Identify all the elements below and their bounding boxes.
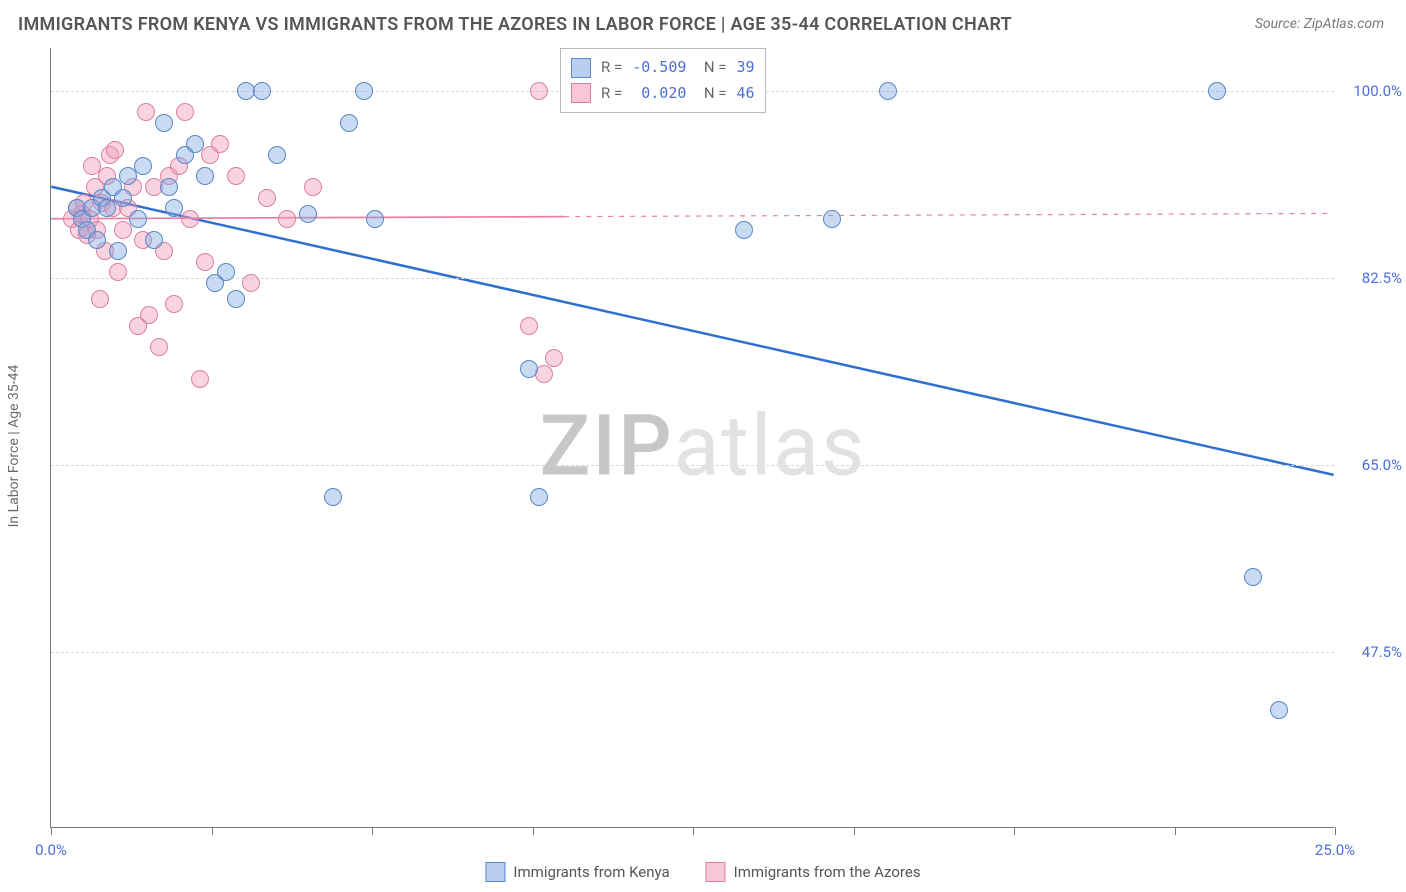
x-tick xyxy=(1175,827,1176,835)
scatter-point xyxy=(217,263,235,281)
scatter-point xyxy=(520,317,538,335)
scatter-point xyxy=(98,199,116,217)
scatter-point xyxy=(304,178,322,196)
gridline-horizontal xyxy=(51,652,1334,653)
legend-n-value: 39 xyxy=(737,55,755,81)
scatter-plot-area: 47.5%65.0%82.5%100.0%0.0%25.0% xyxy=(50,48,1334,828)
legend-r-value: 0.020 xyxy=(632,81,686,107)
scatter-point xyxy=(196,253,214,271)
legend-n-value: 46 xyxy=(737,81,755,107)
legend-row-kenya: R = -0.509 N = 39 xyxy=(571,55,755,81)
scatter-point xyxy=(227,167,245,185)
x-tick xyxy=(1335,827,1336,835)
scatter-point xyxy=(106,141,124,159)
legend-swatch-blue xyxy=(571,58,591,78)
scatter-point xyxy=(823,210,841,228)
scatter-point xyxy=(186,135,204,153)
scatter-point xyxy=(535,365,553,383)
legend-item-azores: Immigrants from the Azores xyxy=(706,862,921,882)
scatter-point xyxy=(196,167,214,185)
scatter-point xyxy=(176,103,194,121)
scatter-point xyxy=(119,167,137,185)
scatter-point xyxy=(160,178,178,196)
legend-stat-label: N = xyxy=(696,81,726,107)
scatter-point xyxy=(520,360,538,378)
scatter-point xyxy=(181,210,199,228)
scatter-point xyxy=(530,488,548,506)
scatter-point xyxy=(258,189,276,207)
y-tick-label: 100.0% xyxy=(1353,82,1402,100)
scatter-point xyxy=(134,157,152,175)
scatter-point xyxy=(109,242,127,260)
scatter-point xyxy=(129,210,147,228)
scatter-point xyxy=(191,370,209,388)
x-tick xyxy=(854,827,855,835)
scatter-point xyxy=(165,199,183,217)
gridline-horizontal xyxy=(51,465,1334,466)
scatter-point xyxy=(114,189,132,207)
legend-swatch-blue xyxy=(485,862,505,882)
legend-item-kenya: Immigrants from Kenya xyxy=(485,862,669,882)
scatter-point xyxy=(211,135,229,153)
y-tick-label: 65.0% xyxy=(1362,456,1402,474)
scatter-point xyxy=(227,290,245,308)
x-tick xyxy=(693,827,694,835)
scatter-point xyxy=(145,231,163,249)
x-tick xyxy=(212,827,213,835)
scatter-point xyxy=(545,349,563,367)
legend-swatch-pink xyxy=(706,862,726,882)
legend-label: Immigrants from the Azores xyxy=(734,863,921,881)
scatter-point xyxy=(299,205,317,223)
scatter-point xyxy=(253,82,271,100)
trend-lines-layer xyxy=(51,48,1334,827)
legend-stat-label: R = xyxy=(601,81,622,107)
scatter-point xyxy=(114,221,132,239)
scatter-point xyxy=(1208,82,1226,100)
legend-swatch-pink xyxy=(571,83,591,103)
x-tick xyxy=(51,827,52,835)
scatter-point xyxy=(735,221,753,239)
y-tick-label: 47.5% xyxy=(1362,643,1402,661)
x-tick xyxy=(533,827,534,835)
scatter-point xyxy=(150,338,168,356)
chart-title: IMMIGRANTS FROM KENYA VS IMMIGRANTS FROM… xyxy=(18,14,1012,35)
legend-stat-label: R = xyxy=(601,55,622,81)
source-attribution: Source: ZipAtlas.com xyxy=(1255,16,1384,32)
scatter-point xyxy=(109,263,127,281)
legend-row-azores: R = 0.020 N = 46 xyxy=(571,81,755,107)
scatter-point xyxy=(340,114,358,132)
scatter-point xyxy=(530,82,548,100)
x-tick xyxy=(1014,827,1015,835)
scatter-point xyxy=(165,295,183,313)
scatter-point xyxy=(155,114,173,132)
scatter-point xyxy=(91,290,109,308)
correlation-legend: R = -0.509 N = 39 R = 0.020 N = 46 xyxy=(560,48,766,113)
legend-stat-label: N = xyxy=(696,55,726,81)
trend-line-solid xyxy=(51,187,1333,475)
scatter-point xyxy=(1270,701,1288,719)
scatter-point xyxy=(268,146,286,164)
y-tick-label: 82.5% xyxy=(1362,269,1402,287)
scatter-point xyxy=(355,82,373,100)
scatter-point xyxy=(324,488,342,506)
scatter-point xyxy=(140,306,158,324)
x-tick xyxy=(372,827,373,835)
trend-line-dashed xyxy=(564,213,1333,216)
legend-label: Immigrants from Kenya xyxy=(513,863,669,881)
scatter-point xyxy=(88,231,106,249)
legend-r-value: -0.509 xyxy=(632,55,686,81)
y-axis-label: In Labor Force | Age 35-44 xyxy=(6,365,22,528)
scatter-point xyxy=(1244,568,1262,586)
scatter-point xyxy=(137,103,155,121)
x-tick-label: 0.0% xyxy=(35,841,67,859)
x-tick-label: 25.0% xyxy=(1315,841,1355,859)
scatter-point xyxy=(278,210,296,228)
scatter-point xyxy=(242,274,260,292)
scatter-point xyxy=(366,210,384,228)
scatter-point xyxy=(879,82,897,100)
series-legend: Immigrants from Kenya Immigrants from th… xyxy=(485,862,920,882)
